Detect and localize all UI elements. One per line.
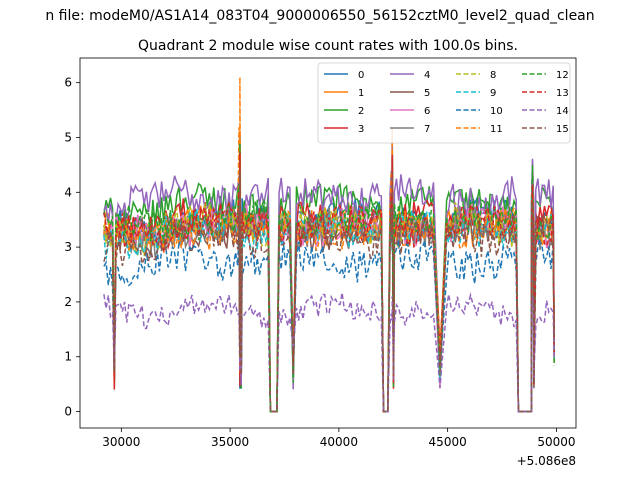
legend-label-10: 10 xyxy=(490,106,503,117)
legend-label-13: 13 xyxy=(556,88,569,99)
legend-label-1: 1 xyxy=(358,88,364,99)
y-tick-label: 6 xyxy=(64,76,72,90)
x-axis: 30000 35000 40000 45000 50000 xyxy=(102,428,576,449)
chart-title: Quadrant 2 module wise count rates with … xyxy=(138,38,518,54)
series-layer xyxy=(103,77,555,413)
figure-suptitle: n file: modeM0/AS1A14_083T04_9000006550_… xyxy=(45,8,594,24)
y-tick-label: 3 xyxy=(64,240,72,254)
x-offset-label: +5.086e8 xyxy=(517,454,576,468)
series-line-8 xyxy=(103,149,555,413)
series-line-12 xyxy=(103,143,555,413)
legend-label-15: 15 xyxy=(556,124,569,135)
legend-label-11: 11 xyxy=(490,124,503,135)
legend-label-8: 8 xyxy=(490,70,496,81)
x-tick-label: 30000 xyxy=(102,435,140,449)
legend-label-4: 4 xyxy=(424,70,430,81)
y-tick-label: 1 xyxy=(64,350,72,364)
y-tick-label: 4 xyxy=(64,185,72,199)
x-tick-label: 40000 xyxy=(320,435,358,449)
series-line-13 xyxy=(103,152,555,413)
legend-label-14: 14 xyxy=(556,106,569,117)
legend-box xyxy=(317,62,571,144)
legend-label-7: 7 xyxy=(424,124,430,135)
series-line-2 xyxy=(103,129,555,413)
x-tick-label: 50000 xyxy=(537,435,575,449)
series-line-10 xyxy=(103,191,555,413)
y-tick-label: 2 xyxy=(64,295,72,309)
y-tick-label: 0 xyxy=(64,405,72,419)
legend-label-9: 9 xyxy=(490,88,496,99)
x-tick-label: 35000 xyxy=(211,435,249,449)
y-axis: 0 1 2 3 4 5 6 xyxy=(64,76,80,419)
series-line-9 xyxy=(103,165,555,413)
legend-label-3: 3 xyxy=(358,124,364,135)
legend-label-6: 6 xyxy=(424,106,430,117)
series-line-14 xyxy=(103,292,555,413)
legend-label-2: 2 xyxy=(358,106,364,117)
legend-label-5: 5 xyxy=(424,88,430,99)
plot-frame xyxy=(79,57,577,429)
legend-label-0: 0 xyxy=(358,70,364,81)
series-line-3 xyxy=(103,138,555,413)
series-line-15 xyxy=(103,170,555,413)
series-line-0 xyxy=(103,139,555,413)
legend-label-12: 12 xyxy=(556,70,569,81)
y-tick-label: 5 xyxy=(64,130,72,144)
x-tick-label: 45000 xyxy=(429,435,467,449)
